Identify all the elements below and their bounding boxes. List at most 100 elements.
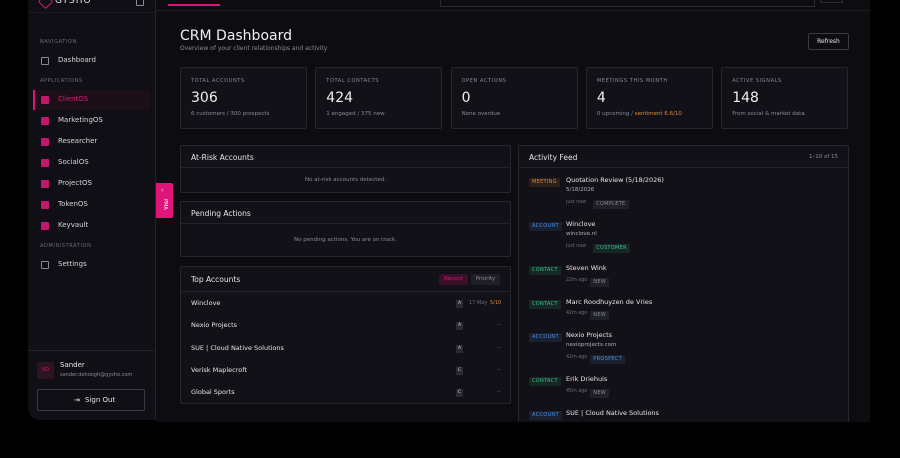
stat-card: TOTAL CONTACTS 424 1 engaged / 375 new xyxy=(315,67,443,129)
status-badge: NEW xyxy=(590,388,610,398)
account-name[interactable]: Global Sports xyxy=(191,388,235,397)
search-box[interactable] xyxy=(440,0,815,7)
stat-value: 424 xyxy=(326,90,354,106)
panel-divider xyxy=(181,167,510,168)
nav-item[interactable]: MarketingOS xyxy=(58,116,103,124)
nav-item[interactable]: ClientOS xyxy=(58,95,89,103)
stat-note-text: None overdue xyxy=(461,111,501,117)
stat-value: 148 xyxy=(732,90,759,106)
active-bar xyxy=(33,90,35,110)
drawer-arrow: ‹ xyxy=(161,187,164,194)
grade-badge: A xyxy=(456,300,463,308)
grade-badge: A xyxy=(456,344,463,353)
nav-icon xyxy=(41,222,49,230)
nav-icon xyxy=(41,180,49,188)
feed-title[interactable]: SUE | Cloud Native Solutions xyxy=(566,408,659,417)
account-score: -- xyxy=(497,389,501,396)
account-score: 5/10 xyxy=(490,300,502,306)
stat-value: 4 xyxy=(596,90,606,106)
user-divider xyxy=(28,350,155,351)
stat-label: MEETINGS THIS MONTH xyxy=(596,78,668,84)
nav-item[interactable]: ProjectOS xyxy=(58,179,92,187)
feed-detail: winclove.nl xyxy=(566,231,597,237)
stat-value: 0 xyxy=(461,90,471,106)
tab[interactable]: Priority xyxy=(471,274,500,285)
feed-title[interactable]: Quotation Review (5/18/2026) xyxy=(566,176,664,184)
stat-note-text: 6 customers / 300 prospects xyxy=(191,111,270,117)
refresh-button[interactable]: Refresh xyxy=(808,33,849,50)
drawer-tab[interactable]: ‹ PMA xyxy=(156,183,173,218)
user-email: sander.dehoogh@gysho.com xyxy=(60,372,133,378)
panel-title: At-Risk Accounts xyxy=(191,153,254,162)
nav-icon xyxy=(41,138,49,146)
active-bg xyxy=(33,90,150,110)
stat-note: None overdue xyxy=(461,111,501,118)
sidebar: GYSHO NAVIGATION Dashboard APPLICATIONS Clie… xyxy=(28,0,156,420)
nav-icon xyxy=(41,201,49,209)
bell xyxy=(136,0,144,6)
panel-title: Pending Actions xyxy=(191,209,251,218)
feed-detail: 5/18/2026 xyxy=(566,187,595,193)
stat-note: 0 upcoming / sentiment 6.6/10 xyxy=(597,111,682,118)
kind-badge: ACCOUNT xyxy=(529,410,562,420)
panel-message: No pending actions. You are on track. xyxy=(294,237,397,243)
feed-time: 22m ago xyxy=(566,277,588,283)
stat-card: MEETINGS THIS MONTH 4 0 upcoming / sentime… xyxy=(585,67,713,129)
nav-item[interactable]: Settings xyxy=(58,260,87,268)
feed-title[interactable]: Winclove xyxy=(566,220,596,228)
feed-title[interactable]: Marc Roodhuyzen de Vries xyxy=(566,297,653,306)
nav-item[interactable]: Dashboard xyxy=(58,56,96,64)
account-score: -- xyxy=(497,366,501,373)
feed-range: 1–10 of 15 xyxy=(808,154,838,160)
stat-note-text: 1 engaged / 375 new xyxy=(326,111,385,117)
sign-out-label[interactable]: Sign Out xyxy=(85,396,116,404)
account-name[interactable]: Winclove xyxy=(191,299,221,307)
page-title: CRM Dashboard xyxy=(180,28,292,44)
sign-out-icon: ⇥ xyxy=(74,396,80,404)
tab[interactable]: Recent xyxy=(439,274,468,285)
stat-label: ACTIVE SIGNALS xyxy=(732,78,782,84)
account-name[interactable]: Nexio Projects xyxy=(191,321,238,330)
avatar: SD xyxy=(37,362,54,379)
top-button[interactable] xyxy=(820,0,843,3)
stat-card: TOTAL ACCOUNTS 306 6 customers / 300 prosp… xyxy=(180,67,307,129)
nav-item[interactable]: Keyvault xyxy=(58,221,89,229)
sign-out-button[interactable]: ⇥ Sign Out xyxy=(37,389,145,411)
feed-title[interactable]: Nexio Projects xyxy=(566,331,613,339)
feed-time: just now xyxy=(566,243,587,249)
feed-title[interactable]: Erik Driehuis xyxy=(566,375,608,383)
stat-card: OPEN ACTIONS 0 None overdue xyxy=(450,67,578,129)
kind-badge: MEETING xyxy=(529,178,560,187)
grade-badge: A xyxy=(456,322,463,331)
kind-badge: ACCOUNT xyxy=(529,333,562,342)
nav-icon xyxy=(41,159,49,167)
account-name[interactable]: SUE | Cloud Native Solutions xyxy=(191,343,284,352)
content: CRM Dashboard Overview of your client rel… xyxy=(180,28,849,422)
nav-item[interactable]: Researcher xyxy=(58,137,98,145)
kind-badge: CONTACT xyxy=(529,377,561,386)
feed-title[interactable]: Steven Wink xyxy=(566,264,607,272)
stat-note-text: From social & market data xyxy=(732,111,805,117)
grade-badge: C xyxy=(456,366,463,375)
account-score: -- xyxy=(497,322,501,329)
kind-badge: CONTACT xyxy=(529,266,561,275)
panel: Pending Actions No pending actions. You a… xyxy=(180,201,511,257)
nav-icon xyxy=(41,96,49,104)
stat-note: From social & market data xyxy=(732,111,805,118)
panel-message: No at-risk accounts detected. xyxy=(304,177,387,183)
feed-detail: nexioprojects.com xyxy=(566,342,617,348)
sidebar-divider xyxy=(28,12,155,13)
grade-badge: C xyxy=(456,389,463,398)
section-title: NAVIGATION xyxy=(40,39,77,45)
status-badge: NEW xyxy=(590,277,610,287)
nav-item[interactable]: TokenOS xyxy=(58,200,88,208)
panel-title: Activity Feed xyxy=(529,153,578,162)
activity-feed: Activity Feed 1–10 of 15 MEETING Quotation … xyxy=(518,145,849,422)
feed-time: 42m ago xyxy=(566,354,588,360)
user-name: Sander xyxy=(60,361,85,369)
top-accounts: Top Accounts Recent Priority Winclove A 17 Ma… xyxy=(180,266,511,404)
account-name[interactable]: Verisk Maplecroft xyxy=(191,365,247,374)
nav-item[interactable]: SocialOS xyxy=(58,158,89,166)
feed-time: just now xyxy=(566,199,587,205)
stat-note: 6 customers / 300 prospects xyxy=(191,111,270,118)
